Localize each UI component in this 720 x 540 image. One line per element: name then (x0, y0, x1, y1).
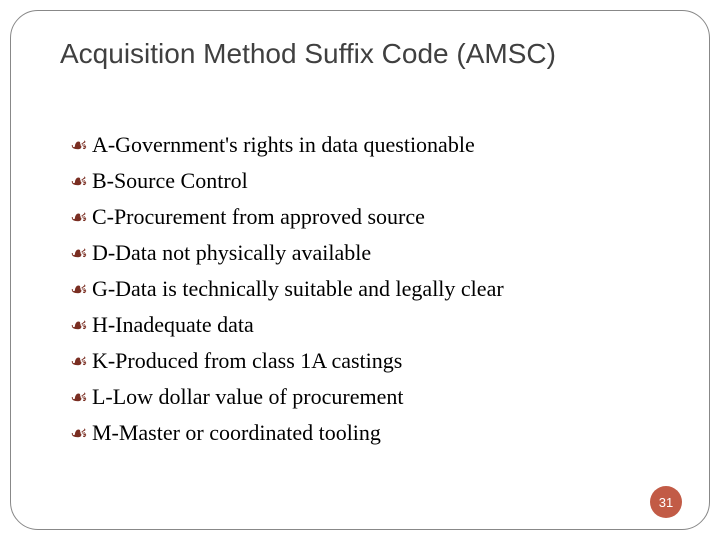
list-item: ☙ C-Procurement from approved source (70, 202, 660, 232)
list-item: ☙ M-Master or coordinated tooling (70, 418, 660, 448)
page-number-text: 31 (659, 495, 673, 510)
bullet-icon: ☙ (70, 169, 88, 196)
bullet-text: C-Procurement from approved source (92, 202, 425, 232)
page-number-badge: 31 (650, 486, 682, 518)
bullet-text: H-Inadequate data (92, 310, 254, 340)
page-title: Acquisition Method Suffix Code (AMSC) (60, 38, 660, 70)
list-item: ☙ D-Data not physically available (70, 238, 660, 268)
bullet-icon: ☙ (70, 205, 88, 232)
bullet-icon: ☙ (70, 241, 88, 268)
list-item: ☙ A-Government's rights in data question… (70, 130, 660, 160)
bullet-icon: ☙ (70, 385, 88, 412)
bullet-text: D-Data not physically available (92, 238, 371, 268)
bullet-text: L-Low dollar value of procurement (92, 382, 404, 412)
bullet-icon: ☙ (70, 313, 88, 340)
bullet-text: B-Source Control (92, 166, 248, 196)
list-item: ☙ G-Data is technically suitable and leg… (70, 274, 660, 304)
bullet-list: ☙ A-Government's rights in data question… (70, 130, 660, 454)
bullet-icon: ☙ (70, 349, 88, 376)
list-item: ☙ H-Inadequate data (70, 310, 660, 340)
list-item: ☙ B-Source Control (70, 166, 660, 196)
bullet-icon: ☙ (70, 133, 88, 160)
bullet-text: A-Government's rights in data questionab… (92, 130, 475, 160)
bullet-icon: ☙ (70, 421, 88, 448)
bullet-text: M-Master or coordinated tooling (92, 418, 381, 448)
bullet-text: G-Data is technically suitable and legal… (92, 274, 504, 304)
list-item: ☙ L-Low dollar value of procurement (70, 382, 660, 412)
bullet-icon: ☙ (70, 277, 88, 304)
list-item: ☙ K-Produced from class 1A castings (70, 346, 660, 376)
bullet-text: K-Produced from class 1A castings (92, 346, 402, 376)
